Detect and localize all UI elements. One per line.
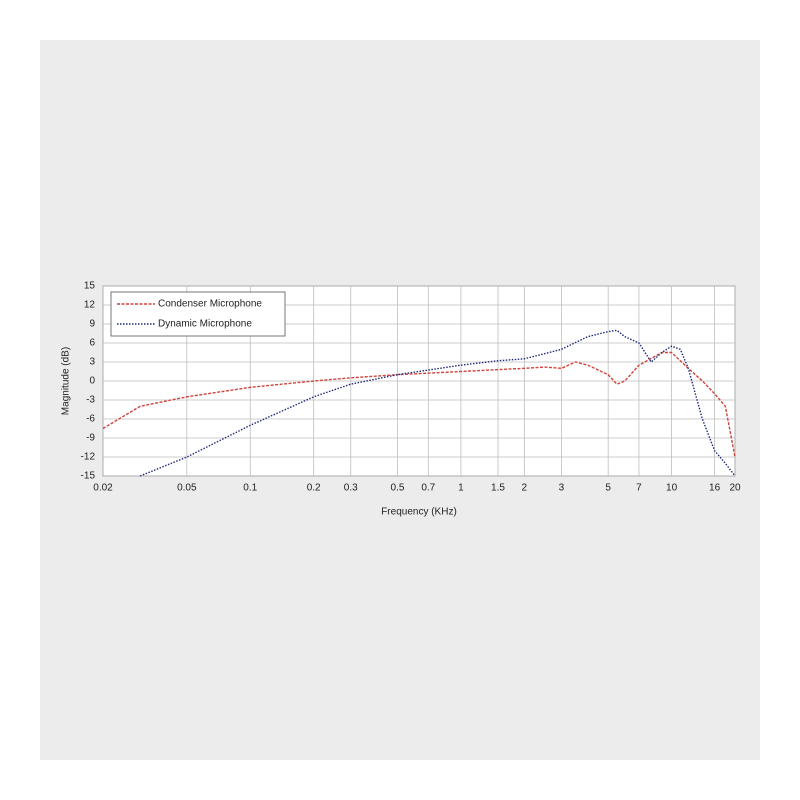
y-tick-label: 15	[84, 281, 96, 292]
y-tick-label: 12	[84, 300, 96, 311]
x-tick-label: 0.2	[307, 483, 321, 494]
x-tick-label: 2	[522, 483, 528, 494]
x-tick-label: 5	[605, 483, 611, 494]
x-tick-label: 16	[709, 483, 721, 494]
x-tick-label: 20	[729, 483, 741, 494]
y-tick-label: 0	[89, 376, 95, 387]
y-tick-label: 6	[89, 338, 95, 349]
legend-label: Dynamic Microphone	[158, 319, 252, 330]
y-tick-label: -15	[81, 471, 96, 482]
legend-label: Condenser Microphone	[158, 299, 262, 310]
x-tick-label: 0.3	[344, 483, 358, 494]
x-tick-label: 0.1	[243, 483, 257, 494]
y-tick-label: 9	[89, 319, 95, 330]
x-tick-label: 0.7	[421, 483, 435, 494]
y-tick-label: -3	[86, 395, 95, 406]
series-line	[139, 329, 736, 477]
y-axis-label: Magnitude (dB)	[61, 347, 72, 415]
x-tick-label: 0.5	[391, 483, 405, 494]
y-tick-label: -12	[81, 452, 96, 463]
y-tick-label: -9	[86, 433, 95, 444]
x-tick-label: 7	[636, 483, 642, 494]
x-tick-label: 1	[458, 483, 464, 494]
x-tick-label: 0.05	[177, 483, 197, 494]
x-tick-label: 0.02	[93, 483, 113, 494]
y-tick-label: 3	[89, 357, 95, 368]
y-tick-label: -6	[86, 414, 95, 425]
x-tick-label: 10	[666, 483, 678, 494]
x-tick-label: 3	[559, 483, 565, 494]
x-tick-label: 1.5	[491, 483, 505, 494]
legend-box	[110, 291, 286, 337]
x-axis-label: Frequency (KHz)	[381, 507, 457, 518]
